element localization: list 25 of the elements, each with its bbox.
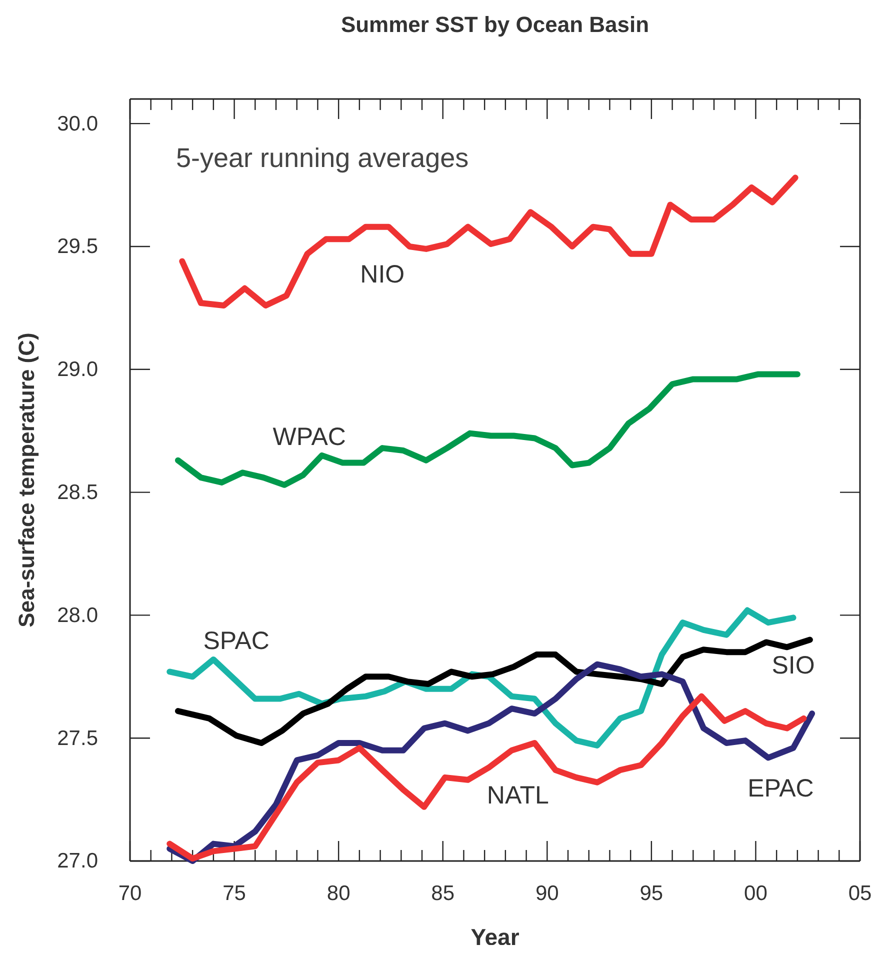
series-label: EPAC: [748, 774, 814, 802]
y-tick-label: 27.0: [57, 850, 98, 873]
series-label: WPAC: [272, 422, 346, 451]
x-tick-label: 70: [118, 882, 142, 905]
series-label: NATL: [486, 782, 550, 810]
series-label: NIO: [360, 260, 405, 289]
x-tick-label: 90: [535, 882, 559, 905]
y-tick-label: 28.5: [57, 481, 98, 504]
x-tick-label: 85: [431, 882, 455, 905]
annotation: 5-year running averages: [176, 143, 469, 173]
x-axis-title: Year: [470, 924, 520, 950]
y-tick-label: 30.0: [57, 112, 98, 136]
y-tick-label: 28.0: [57, 604, 98, 627]
x-tick-label: 75: [222, 882, 246, 905]
y-tick-label: 29.5: [57, 235, 98, 258]
series-label: SPAC: [203, 626, 270, 655]
series-label: SIO: [772, 651, 815, 680]
chart-title: Summer SST by Ocean Basin: [340, 12, 650, 37]
x-tick-label: 05: [848, 882, 872, 905]
x-tick-label: 00: [744, 882, 768, 905]
y-axis-title: Sea-surface temperature (C): [14, 332, 39, 628]
y-tick-label: 29.0: [57, 358, 98, 382]
y-tick-label: 27.5: [57, 726, 98, 750]
x-tick-label: 95: [640, 882, 664, 905]
x-tick-label: 80: [326, 882, 350, 905]
